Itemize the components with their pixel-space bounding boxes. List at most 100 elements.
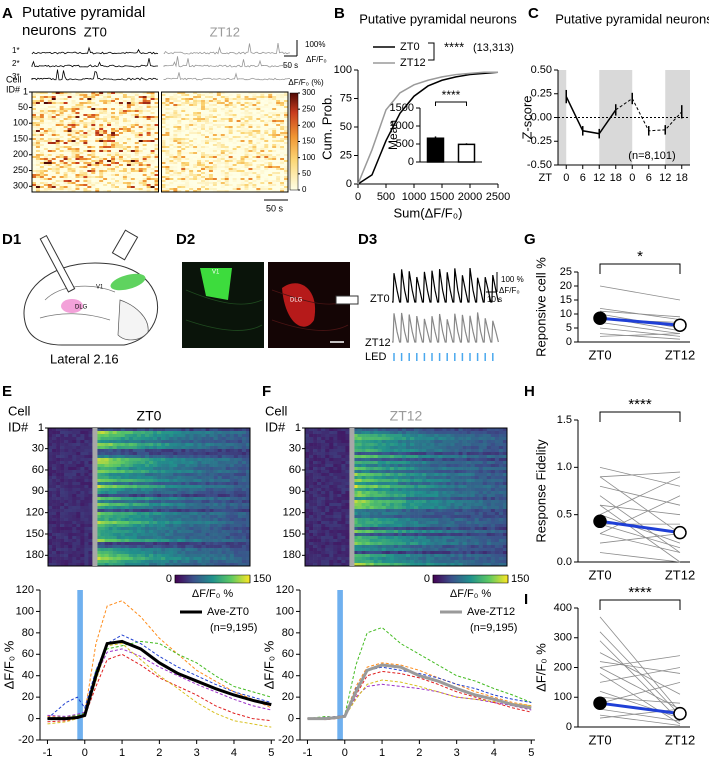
heatmap-texture [173, 467, 177, 470]
d1-v1: V1 [96, 285, 104, 291]
heatmap-texture [115, 166, 119, 168]
heatmap-texture [252, 170, 256, 172]
heatmap-texture [125, 473, 129, 476]
heatmap-texture [141, 521, 145, 524]
heatmap-texture [48, 180, 52, 182]
heatmap-texture [135, 120, 139, 122]
heatmap-texture [189, 482, 193, 485]
heatmap-texture [177, 170, 181, 172]
heatmap-texture [137, 470, 141, 473]
heatmap-texture [32, 174, 36, 176]
heatmap-texture [52, 170, 56, 172]
heatmap-texture [241, 130, 245, 132]
heatmap-texture [280, 152, 284, 154]
heatmap-texture [123, 184, 127, 186]
heatmap-texture [264, 156, 268, 158]
heatmap-texture [48, 503, 52, 506]
heatmap-texture [162, 142, 166, 144]
heatmap-texture [280, 156, 284, 158]
heatmap-texture [193, 184, 197, 186]
heatmap-texture [237, 152, 241, 154]
a-heat-scale: 50 s [266, 203, 284, 213]
heatmap-texture [234, 506, 238, 509]
heatmap-texture [210, 518, 214, 521]
heatmap-texture [268, 136, 272, 138]
heatmap-texture [139, 178, 143, 180]
heatmap-texture [121, 485, 125, 488]
heatmap-texture [177, 160, 181, 162]
heatmap-texture [145, 497, 149, 500]
heatmap-texture [133, 518, 137, 521]
heatmap-texture [193, 186, 197, 188]
heatmap-texture [147, 102, 151, 104]
heatmap-texture [280, 112, 284, 114]
heatmap-texture [80, 446, 84, 449]
heatmap-texture [165, 154, 169, 156]
heatmap-texture [229, 144, 233, 146]
heatmap-texture [276, 168, 280, 170]
heatmap-texture [115, 124, 119, 126]
heatmap-texture [151, 156, 155, 158]
heatmap-texture [222, 494, 226, 497]
heatmap-texture [60, 164, 64, 166]
heatmap-texture [276, 102, 280, 104]
heatmap-texture [139, 118, 143, 120]
heatmap-texture [151, 130, 155, 132]
heatmap-texture [181, 521, 185, 524]
heatmap-texture [56, 116, 60, 118]
heatmap-texture [64, 170, 68, 172]
heatmap-texture [113, 449, 117, 452]
heatmap-texture [103, 172, 107, 174]
heatmap-texture [72, 154, 76, 156]
heatmap-texture [99, 124, 103, 126]
heatmap-texture [68, 112, 72, 114]
heatmap-texture [260, 114, 264, 116]
heatmap-texture [143, 160, 147, 162]
heatmap-texture [79, 126, 83, 128]
heatmap-texture [113, 497, 117, 500]
heatmap-texture [143, 162, 147, 164]
heatmap-texture [264, 146, 268, 148]
heatmap-texture [105, 515, 109, 518]
heatmap-texture [185, 128, 189, 130]
heatmap-texture [87, 170, 91, 172]
heatmap-texture [147, 110, 151, 112]
heatmap-texture [129, 434, 133, 437]
heatmap-texture [214, 443, 218, 446]
heatmap-texture [201, 132, 205, 134]
heatmap-texture [169, 512, 173, 515]
heatmap-texture [119, 96, 123, 98]
heatmap-texture [105, 479, 109, 482]
heatmap-texture [237, 100, 241, 102]
heatmap-texture [52, 174, 56, 176]
heatmap-texture [76, 470, 80, 473]
heatmap-texture [127, 98, 131, 100]
heatmap-texture [133, 503, 137, 506]
heatmap-texture [229, 106, 233, 108]
heatmap-texture [165, 494, 169, 497]
heatmap-texture [32, 132, 36, 134]
heatmap-texture [119, 148, 123, 150]
heatmap-texture [242, 449, 246, 452]
heatmap-texture [107, 110, 111, 112]
heatmap-texture [218, 443, 222, 446]
heatmap-texture [40, 118, 44, 120]
heatmap-texture [276, 116, 280, 118]
heatmap-texture [165, 118, 169, 120]
heatmap-texture [169, 152, 173, 154]
y-tick-label: 75 [340, 92, 352, 104]
heatmap-texture [226, 488, 230, 491]
heatmap-texture [151, 128, 155, 130]
heatmap-texture [181, 467, 185, 470]
heatmap-texture [202, 431, 206, 434]
heatmap-texture [165, 130, 169, 132]
heatmap-texture [252, 156, 256, 158]
heatmap-texture [256, 100, 260, 102]
heatmap-texture [111, 132, 115, 134]
heatmap-texture [123, 104, 127, 106]
heatmap-texture [189, 443, 193, 446]
heatmap-texture [87, 188, 91, 190]
heatmap-texture [40, 108, 44, 110]
heatmap-texture [276, 122, 280, 124]
heatmap-texture [48, 497, 52, 500]
